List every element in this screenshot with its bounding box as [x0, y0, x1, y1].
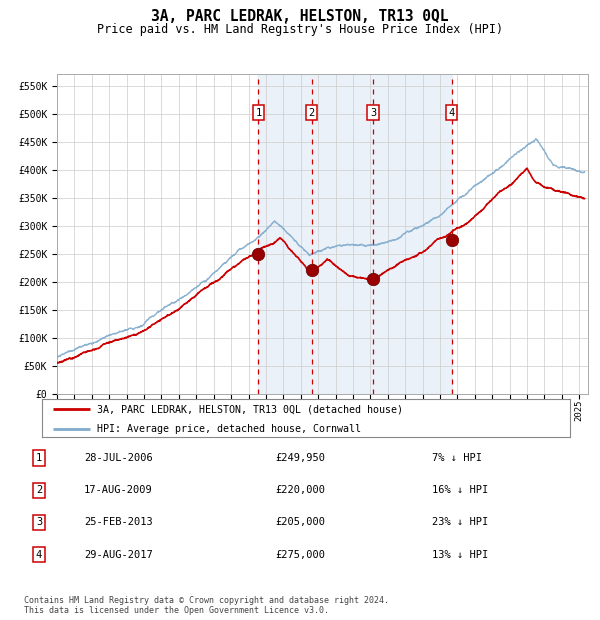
Text: 13% ↓ HPI: 13% ↓ HPI — [432, 550, 488, 560]
Text: 4: 4 — [36, 550, 42, 560]
Text: 2: 2 — [36, 485, 42, 495]
Text: 3A, PARC LEDRAK, HELSTON, TR13 0QL: 3A, PARC LEDRAK, HELSTON, TR13 0QL — [151, 9, 449, 24]
Text: 17-AUG-2009: 17-AUG-2009 — [84, 485, 153, 495]
Text: 2: 2 — [308, 108, 315, 118]
Text: £249,950: £249,950 — [275, 453, 325, 463]
Text: Price paid vs. HM Land Registry's House Price Index (HPI): Price paid vs. HM Land Registry's House … — [97, 23, 503, 36]
Text: 29-AUG-2017: 29-AUG-2017 — [84, 550, 153, 560]
Text: HPI: Average price, detached house, Cornwall: HPI: Average price, detached house, Corn… — [97, 423, 361, 433]
Text: 3: 3 — [370, 108, 376, 118]
Text: 3A, PARC LEDRAK, HELSTON, TR13 0QL (detached house): 3A, PARC LEDRAK, HELSTON, TR13 0QL (deta… — [97, 404, 403, 414]
Text: 23% ↓ HPI: 23% ↓ HPI — [432, 518, 488, 528]
Text: Contains HM Land Registry data © Crown copyright and database right 2024.
This d: Contains HM Land Registry data © Crown c… — [24, 596, 389, 615]
Text: 25-FEB-2013: 25-FEB-2013 — [84, 518, 153, 528]
Text: 16% ↓ HPI: 16% ↓ HPI — [432, 485, 488, 495]
Text: 7% ↓ HPI: 7% ↓ HPI — [432, 453, 482, 463]
Text: £220,000: £220,000 — [275, 485, 325, 495]
Text: £275,000: £275,000 — [275, 550, 325, 560]
Text: 4: 4 — [448, 108, 455, 118]
Bar — [259, 74, 452, 394]
Text: £205,000: £205,000 — [275, 518, 325, 528]
Text: 3: 3 — [36, 518, 42, 528]
Text: 1: 1 — [36, 453, 42, 463]
Text: 1: 1 — [256, 108, 262, 118]
Text: 28-JUL-2006: 28-JUL-2006 — [84, 453, 153, 463]
